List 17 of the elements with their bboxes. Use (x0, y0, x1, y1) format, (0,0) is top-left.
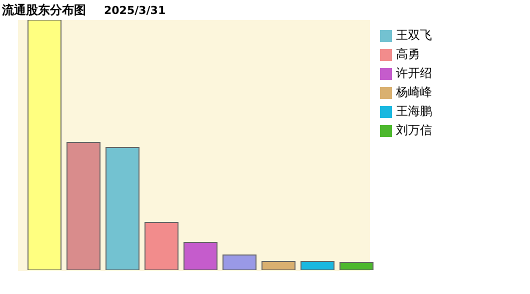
chart-title: 流通股东分布图 (2, 3, 86, 17)
bar (106, 147, 140, 270)
legend-label: 杨崎峰 (396, 85, 432, 99)
bar (222, 254, 256, 270)
legend-label: 许开绍 (396, 66, 432, 80)
chart-subtitle: 2025/3/31 (104, 4, 166, 17)
legend-label: 王海鹏 (396, 104, 432, 118)
legend-label: 高勇 (396, 47, 420, 61)
bar (28, 20, 62, 270)
bar (340, 262, 374, 270)
bar (262, 261, 296, 270)
bar (66, 142, 100, 270)
legend-label: 王双飞 (396, 28, 432, 42)
bar (300, 261, 334, 270)
bar (184, 242, 218, 270)
legend-label: 刘万信 (396, 123, 432, 137)
bar (144, 222, 178, 270)
